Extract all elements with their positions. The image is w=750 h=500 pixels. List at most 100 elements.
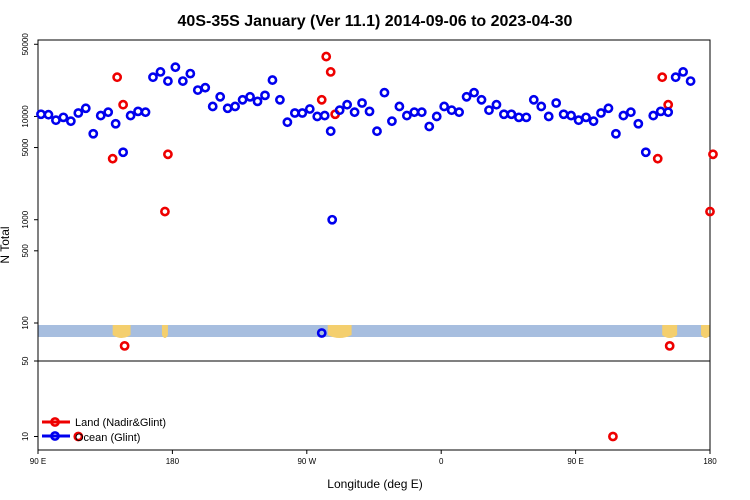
plot-frame bbox=[37, 39, 711, 451]
y-tick-label-lower-50: 50 bbox=[21, 356, 30, 365]
ocean-point-72 bbox=[558, 109, 569, 120]
ocean-point-70 bbox=[543, 111, 554, 122]
ocean-point-47 bbox=[372, 126, 382, 137]
ocean-point-22 bbox=[200, 82, 211, 93]
chart-title: 40S-35S January (Ver 11.1) 2014-09-06 to… bbox=[178, 13, 573, 30]
legend: Land (Nadir&Glint) Ocean (Glint) bbox=[42, 417, 166, 444]
ocean-point-28 bbox=[245, 91, 255, 102]
x-tick-label-2: 90 W bbox=[297, 457, 316, 466]
ocean-point-62 bbox=[484, 105, 494, 116]
ocean-point-58 bbox=[454, 107, 465, 118]
ocean-point-40 bbox=[316, 328, 327, 338]
x-tick-label-3: 0 bbox=[439, 457, 444, 466]
ocean-point-48 bbox=[379, 87, 390, 98]
ocean-point-9 bbox=[103, 107, 114, 118]
ocean-point-64 bbox=[499, 109, 509, 120]
land-point-2 bbox=[118, 99, 129, 110]
legend-land-label: Land (Nadir&Glint) bbox=[75, 417, 166, 429]
ocean-point-88 bbox=[678, 67, 689, 77]
ocean-point-39 bbox=[325, 126, 336, 137]
ocean-point-44 bbox=[349, 107, 360, 118]
ocean-point-21 bbox=[192, 85, 203, 95]
land-point-1 bbox=[112, 72, 123, 83]
ocean-point-85 bbox=[655, 106, 666, 117]
ocean-point-69 bbox=[536, 101, 547, 112]
ocean-point-36 bbox=[304, 104, 315, 114]
ocean-point-33 bbox=[282, 117, 293, 128]
land-point-8 bbox=[325, 67, 336, 77]
ocean-point-8 bbox=[95, 110, 106, 121]
ocean-point-0 bbox=[36, 109, 46, 120]
axes: 100 500 1000 5000 10000 50000 10 50 90 E 180 90 W 0… bbox=[21, 33, 717, 466]
ocean-point-38 bbox=[319, 110, 330, 121]
ocean-point-43 bbox=[342, 99, 353, 110]
ocean-point-6 bbox=[80, 103, 91, 114]
ocean-point-19 bbox=[177, 76, 188, 86]
ocean-point-17 bbox=[163, 76, 173, 86]
ocean-point-35 bbox=[297, 108, 308, 118]
y-tick-label-1000: 1000 bbox=[21, 210, 30, 228]
ocean-point-5 bbox=[73, 108, 84, 118]
ocean-band bbox=[38, 325, 710, 337]
ocean-point-78 bbox=[603, 103, 614, 114]
ocean-point-25 bbox=[222, 103, 233, 114]
ocean-point-71 bbox=[551, 98, 562, 108]
land-mask-4 bbox=[701, 325, 710, 338]
ocean-point-41 bbox=[327, 214, 338, 225]
legend-land-marker bbox=[50, 417, 60, 427]
ocean-point-76 bbox=[588, 116, 599, 127]
ocean-point-83 bbox=[640, 147, 651, 158]
ocean-point-7 bbox=[88, 128, 99, 139]
land-point-7 bbox=[321, 51, 332, 62]
ocean-point-11 bbox=[118, 147, 129, 158]
land-point-3 bbox=[119, 341, 130, 351]
land-point-0 bbox=[107, 153, 118, 164]
ocean-point-60 bbox=[469, 87, 479, 98]
land-mask-2 bbox=[327, 325, 352, 338]
ocean-point-56 bbox=[439, 101, 450, 112]
ocean-point-20 bbox=[185, 68, 196, 79]
x-tick-label-1: 180 bbox=[166, 457, 180, 466]
ocean-point-82 bbox=[633, 118, 644, 129]
ocean-point-68 bbox=[528, 94, 539, 105]
ocean-point-13 bbox=[133, 106, 143, 117]
ocean-point-61 bbox=[476, 94, 487, 105]
ocean-point-14 bbox=[140, 107, 151, 118]
land-point-5 bbox=[163, 149, 173, 160]
land-point-6 bbox=[316, 94, 327, 105]
ocean-point-31 bbox=[267, 75, 278, 85]
y-tick-label-100: 100 bbox=[21, 316, 30, 330]
ocean-point-27 bbox=[237, 94, 248, 105]
ocean-point-4 bbox=[65, 116, 76, 127]
land-mask-0 bbox=[112, 325, 131, 338]
ocean-point-34 bbox=[289, 108, 300, 118]
ocean-point-45 bbox=[357, 98, 367, 108]
ocean-point-87 bbox=[670, 72, 681, 83]
ocean-point-86 bbox=[663, 107, 674, 118]
ocean-point-42 bbox=[334, 105, 345, 116]
land-point-16 bbox=[663, 99, 674, 110]
y-tick-label-50000: 50000 bbox=[21, 33, 30, 56]
data-points bbox=[36, 51, 718, 442]
ocean-point-3 bbox=[58, 112, 69, 123]
land-point-13 bbox=[608, 431, 618, 442]
land-mask-1 bbox=[161, 325, 168, 338]
ocean-point-18 bbox=[170, 62, 181, 73]
ocean-point-57 bbox=[446, 105, 457, 116]
ocean-point-29 bbox=[252, 96, 263, 107]
ocean-point-53 bbox=[416, 107, 427, 118]
ocean-point-1 bbox=[43, 109, 54, 120]
ocean-point-37 bbox=[312, 111, 323, 122]
x-tick-label-4: 90 E bbox=[567, 457, 583, 466]
ocean-point-89 bbox=[685, 76, 696, 86]
y-tick-label-10000: 10000 bbox=[21, 105, 30, 128]
ocean-point-49 bbox=[387, 116, 397, 127]
ocean-point-74 bbox=[573, 115, 584, 126]
land-point-15 bbox=[657, 72, 668, 83]
ocean-point-52 bbox=[409, 107, 420, 118]
ocean-point-51 bbox=[401, 110, 412, 121]
x-tick-label-5: 180 bbox=[703, 457, 717, 466]
ocean-point-77 bbox=[596, 108, 606, 118]
ocean-point-81 bbox=[625, 107, 636, 118]
